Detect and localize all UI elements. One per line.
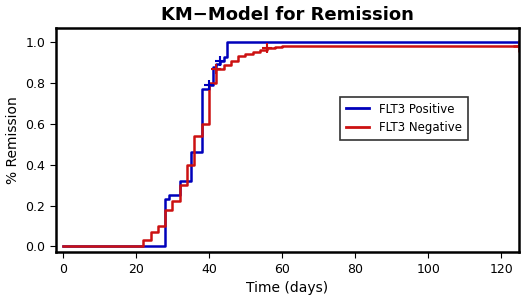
FLT3 Negative bbox=[235, 59, 242, 62]
FLT3 Negative bbox=[228, 63, 234, 67]
FLT3 Positive bbox=[220, 56, 227, 59]
FLT3 Negative bbox=[162, 208, 169, 211]
FLT3 Negative bbox=[191, 163, 197, 166]
FLT3 Negative bbox=[220, 67, 227, 70]
FLT3 Negative bbox=[155, 224, 161, 228]
FLT3 Positive bbox=[217, 59, 223, 62]
FLT3 Negative bbox=[176, 183, 183, 187]
FLT3 Negative bbox=[279, 45, 285, 48]
FLT3 Negative bbox=[516, 45, 522, 48]
FLT3 Positive bbox=[165, 194, 172, 197]
FLT3 Negative bbox=[206, 81, 212, 85]
FLT3 Negative bbox=[176, 200, 183, 203]
FLT3 Positive bbox=[198, 87, 205, 91]
FLT3 Negative bbox=[264, 46, 270, 50]
FLT3 Positive bbox=[162, 244, 169, 248]
FLT3 Negative bbox=[148, 230, 154, 234]
FLT3 Positive bbox=[206, 87, 212, 91]
FLT3 Positive bbox=[217, 62, 223, 65]
FLT3 Positive bbox=[209, 83, 216, 87]
FLT3 Positive bbox=[516, 40, 522, 44]
FLT3 Negative bbox=[184, 163, 190, 166]
FLT3 Positive bbox=[257, 40, 263, 44]
Line: FLT3 Negative: FLT3 Negative bbox=[63, 46, 519, 246]
FLT3 Negative bbox=[271, 46, 278, 50]
FLT3 Negative bbox=[198, 134, 205, 138]
FLT3 Positive bbox=[187, 179, 194, 183]
FLT3 Negative bbox=[162, 224, 169, 228]
FLT3 Positive bbox=[165, 197, 172, 201]
FLT3 Negative bbox=[516, 45, 522, 48]
FLT3 Positive bbox=[60, 244, 66, 248]
FLT3 Negative bbox=[148, 238, 154, 242]
X-axis label: Time (days): Time (days) bbox=[246, 281, 329, 296]
FLT3 Positive bbox=[224, 56, 230, 59]
FLT3 Positive bbox=[187, 150, 194, 154]
FLT3 Negative bbox=[169, 200, 175, 203]
FLT3 Positive bbox=[209, 65, 216, 69]
FLT3 Negative bbox=[198, 122, 205, 126]
FLT3 Negative bbox=[264, 48, 270, 52]
FLT3 Negative bbox=[271, 45, 278, 49]
FLT3 Negative bbox=[228, 59, 234, 62]
Title: KM−Model for Remission: KM−Model for Remission bbox=[161, 5, 414, 23]
FLT3 Negative bbox=[213, 81, 219, 85]
FLT3 Negative bbox=[169, 208, 175, 211]
FLT3 Positive bbox=[213, 65, 219, 69]
FLT3 Negative bbox=[257, 48, 263, 52]
Legend: FLT3 Positive, FLT3 Negative: FLT3 Positive, FLT3 Negative bbox=[340, 97, 468, 140]
FLT3 Negative bbox=[249, 51, 256, 54]
FLT3 Positive bbox=[516, 40, 522, 44]
FLT3 Positive bbox=[162, 197, 169, 201]
FLT3 Positive bbox=[213, 62, 219, 65]
FLT3 Negative bbox=[191, 134, 197, 138]
FLT3 Positive bbox=[516, 40, 522, 44]
FLT3 Positive bbox=[176, 179, 183, 183]
FLT3 Positive bbox=[176, 194, 183, 197]
Y-axis label: % Remission: % Remission bbox=[6, 96, 19, 184]
FLT3 Positive bbox=[257, 40, 263, 44]
FLT3 Negative bbox=[206, 122, 212, 126]
FLT3 Positive bbox=[206, 83, 212, 87]
FLT3 Negative bbox=[249, 53, 256, 56]
FLT3 Negative bbox=[220, 63, 227, 67]
FLT3 Negative bbox=[235, 55, 242, 58]
FLT3 Negative bbox=[279, 45, 285, 49]
FLT3 Negative bbox=[60, 244, 66, 248]
Line: FLT3 Positive: FLT3 Positive bbox=[63, 42, 519, 246]
FLT3 Negative bbox=[140, 244, 146, 248]
FLT3 Positive bbox=[198, 150, 205, 154]
FLT3 Negative bbox=[184, 183, 190, 187]
FLT3 Positive bbox=[224, 40, 230, 44]
FLT3 Negative bbox=[140, 238, 146, 242]
FLT3 Negative bbox=[213, 67, 219, 70]
FLT3 Positive bbox=[220, 59, 227, 62]
FLT3 Negative bbox=[243, 55, 249, 58]
FLT3 Negative bbox=[516, 45, 522, 48]
FLT3 Negative bbox=[243, 53, 249, 56]
FLT3 Negative bbox=[257, 51, 263, 54]
FLT3 Negative bbox=[155, 230, 161, 234]
